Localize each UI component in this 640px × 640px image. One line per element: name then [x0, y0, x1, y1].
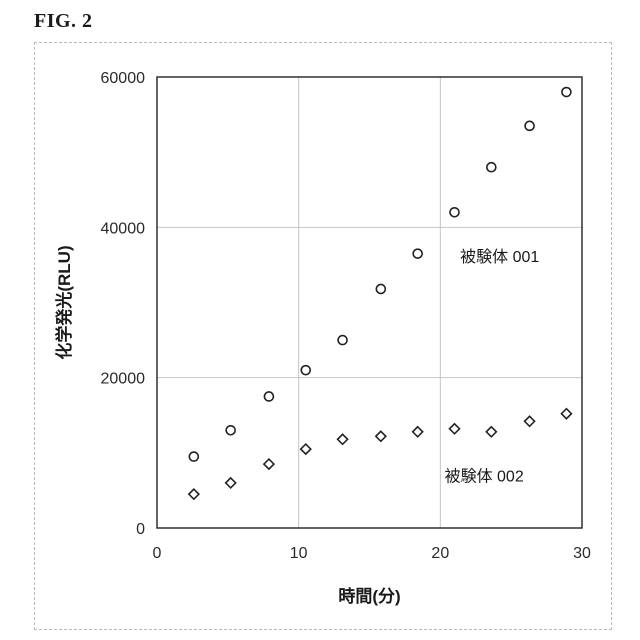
- data-point-circle: [487, 163, 496, 172]
- data-point-diamond: [264, 459, 274, 469]
- data-point-circle: [301, 366, 310, 375]
- data-point-circle: [562, 88, 571, 97]
- data-point-diamond: [450, 424, 460, 434]
- y-tick-label: 60000: [101, 70, 146, 87]
- data-point-circle: [338, 336, 347, 345]
- data-point-circle: [413, 249, 422, 258]
- data-points: [189, 88, 572, 500]
- axis-ticks: 0 10 20 30 0 20000 40000 60000: [101, 70, 592, 562]
- data-point-circle: [450, 208, 459, 217]
- data-point-circle: [189, 452, 198, 461]
- data-point-diamond: [338, 434, 348, 444]
- y-axis-title: 化学発光(RLU): [54, 245, 74, 359]
- y-tick-label: 20000: [101, 371, 146, 388]
- x-tick-label: 20: [431, 545, 449, 562]
- data-point-diamond: [525, 416, 535, 426]
- y-tick-label: 0: [136, 521, 145, 538]
- data-point-diamond: [486, 427, 496, 437]
- annotation-subject-001: 被験体 001: [460, 248, 539, 266]
- x-tick-label: 10: [290, 545, 308, 562]
- data-point-circle: [376, 284, 385, 293]
- data-point-diamond: [226, 478, 236, 488]
- data-point-circle: [264, 392, 273, 401]
- data-point-diamond: [301, 444, 311, 454]
- data-point-diamond: [561, 409, 571, 419]
- data-point-diamond: [189, 489, 199, 499]
- plot-area: [157, 77, 582, 528]
- data-point-diamond: [413, 427, 423, 437]
- data-point-circle: [226, 426, 235, 435]
- x-tick-label: 30: [573, 545, 591, 562]
- annotation-subject-002: 被験体 002: [445, 467, 524, 485]
- x-tick-label: 0: [153, 545, 162, 562]
- x-axis-title: 時間(分): [338, 586, 400, 606]
- data-point-circle: [525, 121, 534, 130]
- data-point-diamond: [376, 431, 386, 441]
- y-tick-label: 40000: [101, 220, 146, 237]
- grid-lines: [157, 77, 582, 528]
